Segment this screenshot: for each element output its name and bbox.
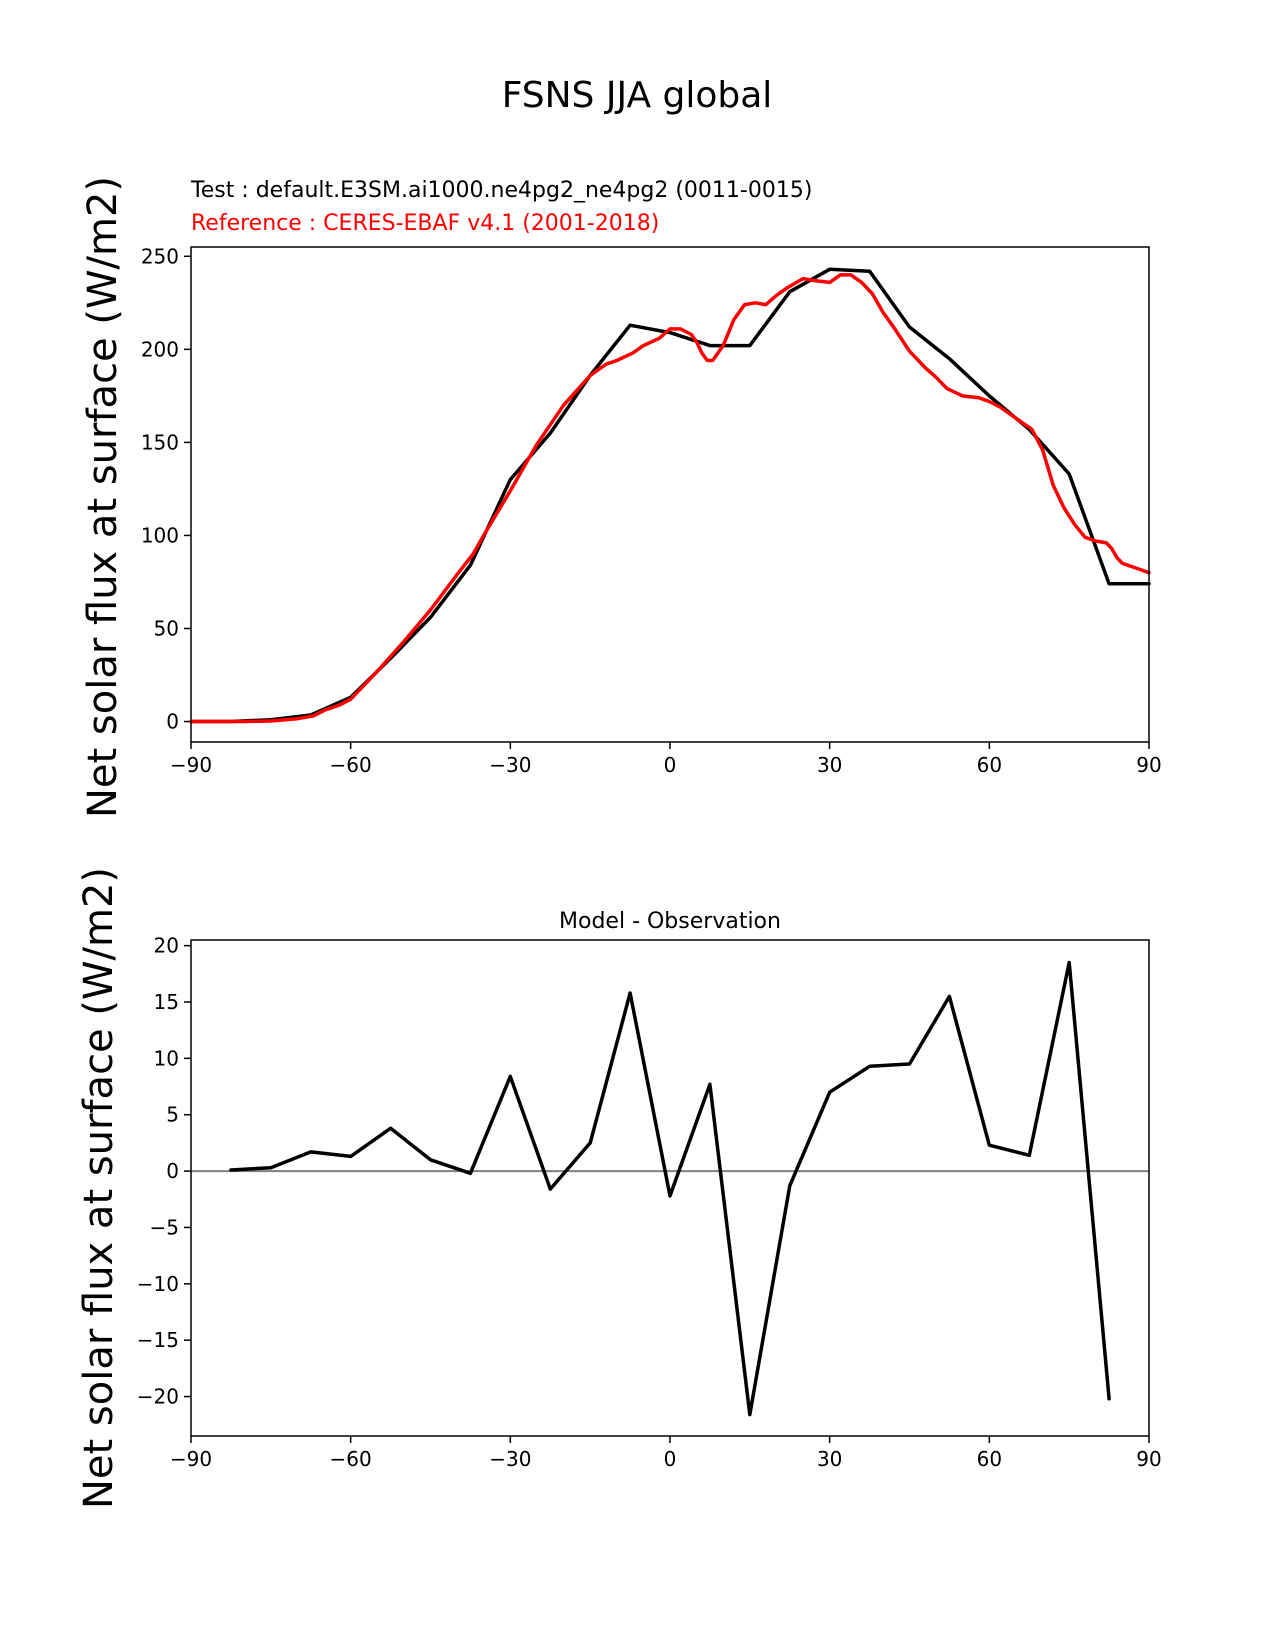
bottom-series-line bbox=[229, 960, 1111, 1417]
top-x-tick-label: −30 bbox=[489, 753, 531, 777]
top-series bbox=[189, 267, 1151, 724]
top-x-tick-label: −90 bbox=[170, 753, 212, 777]
bottom-series bbox=[191, 960, 1149, 1417]
bottom-x-tick-label: −90 bbox=[170, 1447, 212, 1471]
bottom-x-tick-label: 30 bbox=[817, 1447, 842, 1471]
bottom-y-tick-label: 20 bbox=[154, 934, 179, 958]
top-y-tick-label: 0 bbox=[166, 710, 179, 734]
bottom-plot-frame bbox=[190, 939, 1150, 1437]
top-x-tick-label: 60 bbox=[977, 753, 1002, 777]
bottom-y-axis-label: Net solar flux at surface (W/m2) bbox=[76, 867, 122, 1509]
bottom-x-tick-label: −30 bbox=[489, 1447, 531, 1471]
reference-label: Reference : CERES-EBAF v4.1 (2001-2018) bbox=[191, 211, 659, 236]
bottom-y-tick-label: −5 bbox=[150, 1215, 179, 1239]
top-y-axis-label: Net solar flux at surface (W/m2) bbox=[80, 176, 126, 818]
bottom-x-tick-label: 90 bbox=[1136, 1447, 1161, 1471]
top-y-tick-label: 150 bbox=[141, 430, 179, 454]
bottom-plot-title: Model - Observation bbox=[559, 909, 781, 934]
bottom-x-tick-label: −60 bbox=[330, 1447, 372, 1471]
top-plot-frame bbox=[190, 246, 1150, 743]
top-ticks: −90 −60 −30 0 30 60 90 0 50 100 150 200 250 bbox=[141, 244, 1162, 777]
top-y-tick-label: 50 bbox=[154, 616, 179, 640]
bottom-panel: Model - Observation Net solar flux at su… bbox=[76, 867, 1162, 1509]
bottom-y-tick-label: −20 bbox=[137, 1385, 179, 1409]
bottom-x-tick-label: 0 bbox=[664, 1447, 677, 1471]
top-x-tick-label: −60 bbox=[330, 753, 372, 777]
bottom-y-tick-label: 10 bbox=[154, 1046, 179, 1070]
top-y-tick-label: 200 bbox=[141, 337, 179, 361]
bottom-y-tick-label: 5 bbox=[166, 1103, 179, 1127]
bottom-y-tick-label: 15 bbox=[154, 990, 179, 1014]
top-panel: Test : default.E3SM.ai1000.ne4pg2_ne4pg2… bbox=[80, 176, 1162, 818]
top-y-tick-label: 250 bbox=[141, 244, 179, 268]
reference-series-line bbox=[189, 273, 1151, 724]
top-x-tick-label: 90 bbox=[1136, 753, 1161, 777]
top-x-tick-label: 30 bbox=[817, 753, 842, 777]
bottom-y-tick-label: −15 bbox=[137, 1328, 179, 1352]
bottom-ticks: −90 −60 −30 0 30 60 90 −20 −15 −10 −5 0 5 10 15 20 bbox=[137, 934, 1162, 1471]
bottom-y-tick-label: −10 bbox=[137, 1272, 179, 1296]
top-x-tick-label: 0 bbox=[664, 753, 677, 777]
figure-title: FSNS JJA global bbox=[502, 75, 773, 116]
test-label: Test : default.E3SM.ai1000.ne4pg2_ne4pg2… bbox=[190, 178, 812, 203]
bottom-x-tick-label: 60 bbox=[977, 1447, 1002, 1471]
top-y-tick-label: 100 bbox=[141, 523, 179, 547]
bottom-y-tick-label: 0 bbox=[166, 1159, 179, 1183]
